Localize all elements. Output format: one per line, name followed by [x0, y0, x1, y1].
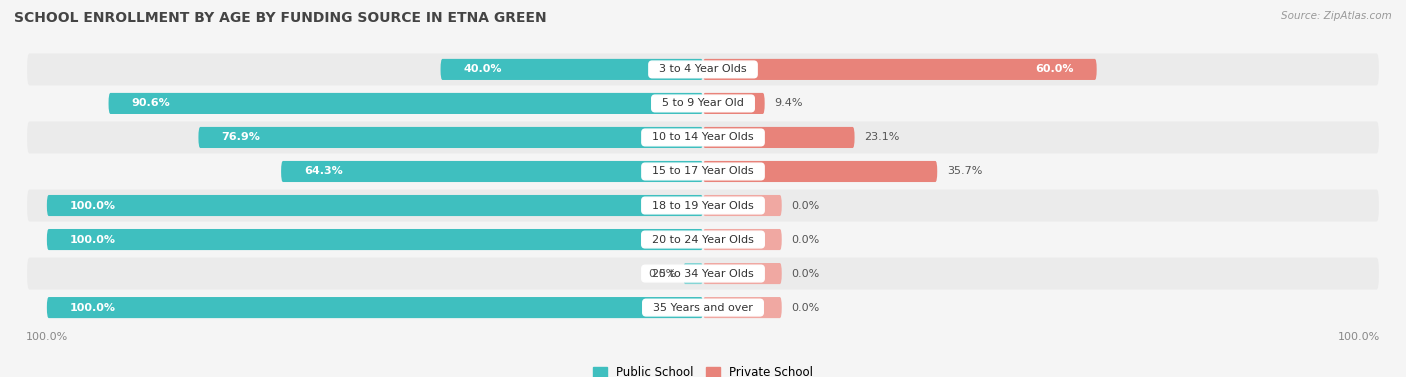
Text: 0.0%: 0.0%	[792, 234, 820, 245]
FancyBboxPatch shape	[27, 190, 1379, 222]
Text: 23.1%: 23.1%	[865, 132, 900, 143]
FancyBboxPatch shape	[440, 59, 703, 80]
FancyBboxPatch shape	[27, 87, 1379, 120]
FancyBboxPatch shape	[703, 93, 765, 114]
Text: 18 to 19 Year Olds: 18 to 19 Year Olds	[645, 201, 761, 210]
Text: 60.0%: 60.0%	[1035, 64, 1074, 74]
Text: 76.9%: 76.9%	[221, 132, 260, 143]
FancyBboxPatch shape	[703, 263, 782, 284]
Text: 20 to 24 Year Olds: 20 to 24 Year Olds	[645, 234, 761, 245]
Text: 0.0%: 0.0%	[792, 268, 820, 279]
Text: 100.0%: 100.0%	[70, 303, 115, 313]
Text: 5 to 9 Year Old: 5 to 9 Year Old	[655, 98, 751, 109]
Text: 10 to 14 Year Olds: 10 to 14 Year Olds	[645, 132, 761, 143]
Text: 0.0%: 0.0%	[792, 201, 820, 210]
FancyBboxPatch shape	[703, 59, 1097, 80]
Text: 100.0%: 100.0%	[70, 201, 115, 210]
FancyBboxPatch shape	[703, 297, 782, 318]
Text: 35 Years and over: 35 Years and over	[647, 303, 759, 313]
Legend: Public School, Private School: Public School, Private School	[588, 361, 818, 377]
Text: 25 to 34 Year Olds: 25 to 34 Year Olds	[645, 268, 761, 279]
Text: SCHOOL ENROLLMENT BY AGE BY FUNDING SOURCE IN ETNA GREEN: SCHOOL ENROLLMENT BY AGE BY FUNDING SOUR…	[14, 11, 547, 25]
FancyBboxPatch shape	[683, 263, 703, 284]
Text: 9.4%: 9.4%	[775, 98, 803, 109]
FancyBboxPatch shape	[27, 54, 1379, 86]
Text: 15 to 17 Year Olds: 15 to 17 Year Olds	[645, 167, 761, 176]
FancyBboxPatch shape	[703, 195, 782, 216]
FancyBboxPatch shape	[108, 93, 703, 114]
FancyBboxPatch shape	[703, 127, 855, 148]
FancyBboxPatch shape	[27, 257, 1379, 290]
Text: 90.6%: 90.6%	[132, 98, 170, 109]
FancyBboxPatch shape	[703, 161, 938, 182]
FancyBboxPatch shape	[27, 224, 1379, 256]
Text: Source: ZipAtlas.com: Source: ZipAtlas.com	[1281, 11, 1392, 21]
FancyBboxPatch shape	[27, 291, 1379, 323]
Text: 100.0%: 100.0%	[70, 234, 115, 245]
FancyBboxPatch shape	[46, 229, 703, 250]
Text: 0.0%: 0.0%	[648, 268, 676, 279]
FancyBboxPatch shape	[27, 121, 1379, 153]
FancyBboxPatch shape	[46, 195, 703, 216]
FancyBboxPatch shape	[198, 127, 703, 148]
Text: 64.3%: 64.3%	[304, 167, 343, 176]
Text: 3 to 4 Year Olds: 3 to 4 Year Olds	[652, 64, 754, 74]
Text: 40.0%: 40.0%	[464, 64, 502, 74]
FancyBboxPatch shape	[27, 155, 1379, 187]
Text: 35.7%: 35.7%	[948, 167, 983, 176]
FancyBboxPatch shape	[281, 161, 703, 182]
FancyBboxPatch shape	[703, 229, 782, 250]
FancyBboxPatch shape	[46, 297, 703, 318]
Text: 0.0%: 0.0%	[792, 303, 820, 313]
